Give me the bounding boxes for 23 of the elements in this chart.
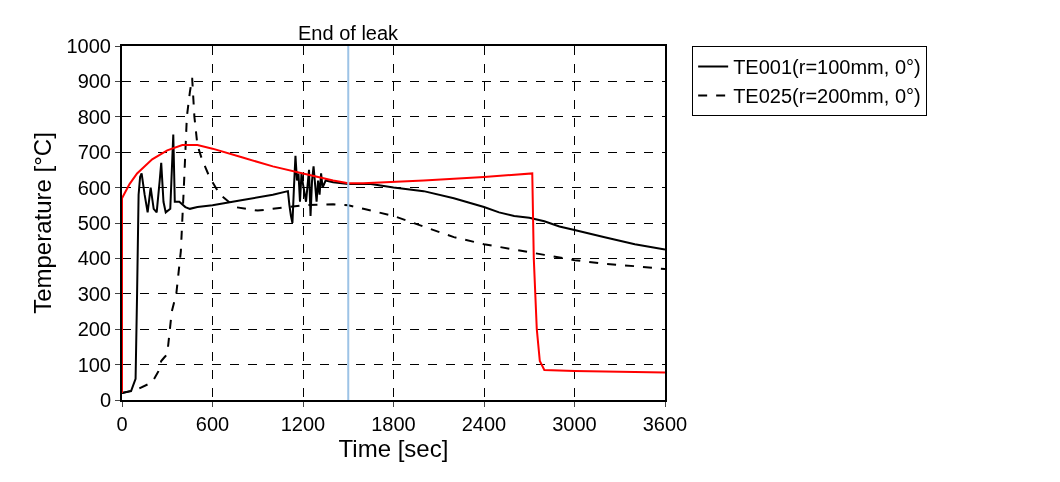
y-tick-label: 300 — [77, 282, 111, 305]
y-tick-label: 0 — [99, 389, 111, 411]
legend-label: TE001(r=100mm, 0°) — [733, 56, 921, 79]
x-tick-label: 3600 — [642, 413, 688, 435]
x-tick-label: 1200 — [280, 413, 326, 435]
ref-line-label: End of leak — [298, 22, 400, 44]
x-tick-label: 2400 — [461, 413, 507, 435]
x-tick-label: 0 — [116, 413, 128, 435]
legend-label: TE025(r=200mm, 0°) — [733, 85, 921, 108]
y-tick-label: 800 — [77, 105, 111, 128]
y-tick-label: 900 — [77, 70, 111, 93]
x-tick-label: 600 — [195, 413, 230, 435]
y-tick-label: 600 — [77, 176, 111, 199]
y-tick-label: 700 — [77, 141, 111, 164]
x-tick-label: 3000 — [552, 413, 597, 435]
y-tick-label: 200 — [77, 318, 111, 341]
y-tick-label: 1000 — [66, 35, 111, 57]
y-tick-label: 100 — [77, 353, 111, 376]
y-tick-label: 400 — [77, 247, 111, 270]
y-axis-title: Temperature [°C] — [29, 132, 57, 314]
x-axis-title: Time [sec] — [338, 435, 449, 462]
y-tick-label: 500 — [77, 212, 111, 234]
x-tick-label: 1800 — [371, 413, 416, 435]
